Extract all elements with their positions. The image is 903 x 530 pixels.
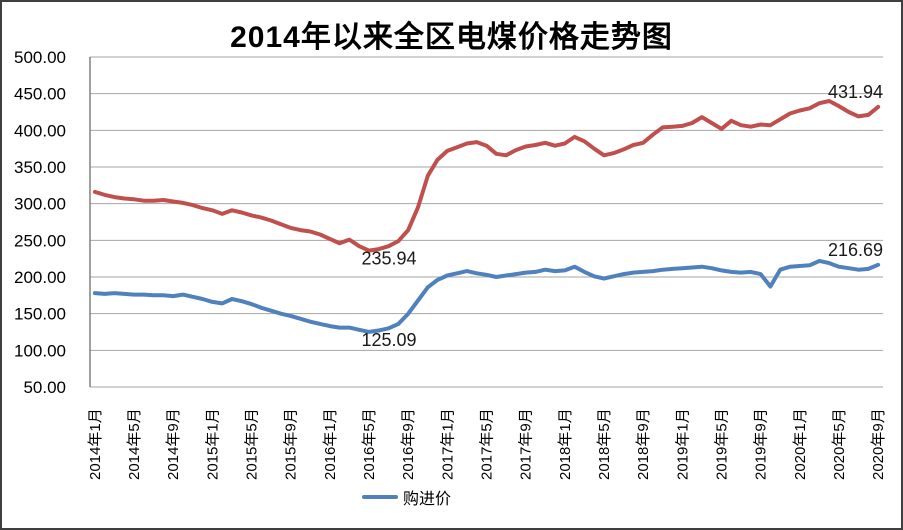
x-axis-tick-label: 2018年1月 — [557, 408, 574, 480]
y-axis-tick-label: 200.00 — [14, 268, 66, 287]
y-axis-tick-label: 350.00 — [14, 158, 66, 177]
legend-label: 购进价 — [403, 491, 452, 508]
purchase-price-line — [92, 258, 881, 334]
y-axis-tick-label: 300.00 — [14, 195, 66, 214]
data-label-235.94: 235.94 — [361, 249, 416, 269]
x-axis-tick-label: 2017年9月 — [518, 408, 535, 480]
x-axis-tick-label: 2016年9月 — [400, 408, 417, 480]
y-axis-tick-label: 100.00 — [14, 341, 66, 360]
legend: 购进价 — [362, 485, 451, 509]
x-axis-tick-label: 2017年1月 — [439, 408, 456, 480]
x-axis-tick-label: 2014年9月 — [165, 408, 182, 480]
y-axis-tick-label: 250.00 — [14, 231, 66, 250]
x-axis-tick-label: 2016年1月 — [322, 408, 339, 480]
x-axis-tick-label: 2015年9月 — [283, 408, 300, 480]
x-axis-tick-label: 2015年1月 — [204, 408, 221, 480]
x-axis-tick-label: 2018年9月 — [635, 408, 652, 480]
x-axis-tick-label: 2016年5月 — [361, 408, 378, 480]
data-label-125.09: 125.09 — [361, 330, 416, 350]
data-label-431.94: 431.94 — [828, 82, 883, 102]
x-axis-tick-label: 2019年5月 — [713, 408, 730, 480]
x-axis-tick-label: 2018年5月 — [596, 408, 613, 480]
x-axis-tick-label: 2017年5月 — [479, 408, 496, 480]
legend-line-sample — [362, 495, 398, 499]
x-axis-tick-label: 2019年9月 — [753, 408, 770, 480]
x-axis-tick-label: 2019年1月 — [674, 408, 691, 480]
x-axis-tick-label: 2020年5月 — [831, 408, 848, 480]
y-axis-tick-label: 150.00 — [14, 305, 66, 324]
y-axis-tick-label: 450.00 — [14, 85, 66, 104]
y-axis-tick-label: 50.00 — [23, 378, 66, 397]
x-axis-tick-label: 2020年9月 — [870, 408, 887, 480]
x-axis-tick-label: 2015年5月 — [244, 408, 261, 480]
data-label-216.69: 216.69 — [828, 240, 883, 260]
x-axis-tick-label: 2020年1月 — [792, 408, 809, 480]
y-axis-tick-label: 500.00 — [14, 48, 66, 67]
x-axis-tick-label: 2014年5月 — [126, 408, 143, 480]
x-axis-tick-label: 2014年1月 — [87, 408, 104, 480]
y-axis-tick-label: 400.00 — [14, 121, 66, 140]
red-price-line — [92, 99, 881, 253]
chart-title: 2014年以来全区电煤价格走势图 — [230, 21, 673, 54]
